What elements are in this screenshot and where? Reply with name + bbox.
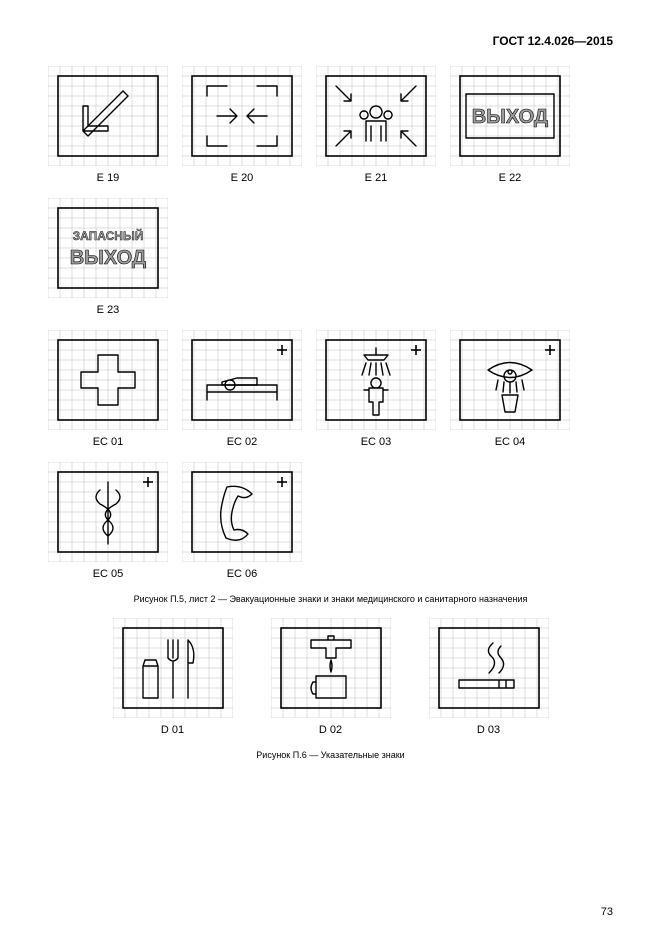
sign-label: E 19 <box>97 172 120 184</box>
sign-cell-d03: D 03 <box>429 618 549 736</box>
page-number: 73 <box>601 906 613 918</box>
eye-wash-icon <box>450 330 570 430</box>
smoking-area-icon <box>429 618 549 718</box>
emergency-exit-arrows-icon <box>182 66 302 166</box>
sign-label: E 23 <box>97 304 120 316</box>
sign-cell-e21: E 21 <box>316 66 436 184</box>
figure-caption: Рисунок П.5, лист 2 — Эвакуационные знак… <box>48 594 613 604</box>
svg-text:ВЫХОД: ВЫХОД <box>472 106 548 128</box>
sign-label: D 02 <box>319 724 342 736</box>
emergency-phone-icon <box>182 462 302 562</box>
emergency-exit-text-icon: ЗАПАСНЫЙ ВЫХОД <box>48 198 168 298</box>
sign-label: E 21 <box>365 172 388 184</box>
exit-text-vyhod-icon: ВЫХОД <box>450 66 570 166</box>
sign-row: EC 05 EC 06 <box>48 462 613 580</box>
stretcher-icon <box>182 330 302 430</box>
sign-cell-d02: D 02 <box>271 618 391 736</box>
sign-cell-e20: E 20 <box>182 66 302 184</box>
sign-label: E 20 <box>231 172 254 184</box>
sign-label: EC 03 <box>361 436 392 448</box>
sign-label: EC 05 <box>93 568 124 580</box>
sign-cell-ec03: EC 03 <box>316 330 436 448</box>
doc-header: ГОСТ 12.4.026—2015 <box>48 34 613 48</box>
sign-label: EC 04 <box>495 436 526 448</box>
sign-row: E 19 E 20 E 21 ВЫХОД E 22 <box>48 66 613 184</box>
sign-label: E 22 <box>499 172 522 184</box>
sign-cell-e22: ВЫХОД E 22 <box>450 66 570 184</box>
sign-row: EC 01 EC 02 EC 03 EC 04 <box>48 330 613 448</box>
sign-label: D 03 <box>477 724 500 736</box>
sign-label: EC 02 <box>227 436 258 448</box>
medical-aid-rod-icon <box>48 462 168 562</box>
safety-shower-icon <box>316 330 436 430</box>
sign-row: D 01 D 02 D 03 <box>48 618 613 736</box>
svg-text:ВЫХОД: ВЫХОД <box>70 247 146 269</box>
sign-cell-ec04: EC 04 <box>450 330 570 448</box>
sign-cell-ec05: EC 05 <box>48 462 168 580</box>
sign-cell-e23: ЗАПАСНЫЙ ВЫХОД E 23 <box>48 198 168 316</box>
sign-cell-e19: E 19 <box>48 66 168 184</box>
sign-cell-ec01: EC 01 <box>48 330 168 448</box>
figure-caption: Рисунок П.6 — Указательные знаки <box>48 750 613 760</box>
first-aid-cross-icon <box>48 330 168 430</box>
sign-label: EC 06 <box>227 568 258 580</box>
sign-cell-d01: D 01 <box>113 618 233 736</box>
drinking-water-tap-icon <box>271 618 391 718</box>
sign-cell-ec06: EC 06 <box>182 462 302 580</box>
svg-text:ЗАПАСНЫЙ: ЗАПАСНЫЙ <box>73 228 144 243</box>
arrow-diagonal-down-left-icon <box>48 66 168 166</box>
assembly-point-icon <box>316 66 436 166</box>
food-cutlery-icon <box>113 618 233 718</box>
sign-label: D 01 <box>161 724 184 736</box>
sign-label: EC 01 <box>93 436 124 448</box>
sign-row: ЗАПАСНЫЙ ВЫХОД E 23 <box>48 198 613 316</box>
sign-cell-ec02: EC 02 <box>182 330 302 448</box>
